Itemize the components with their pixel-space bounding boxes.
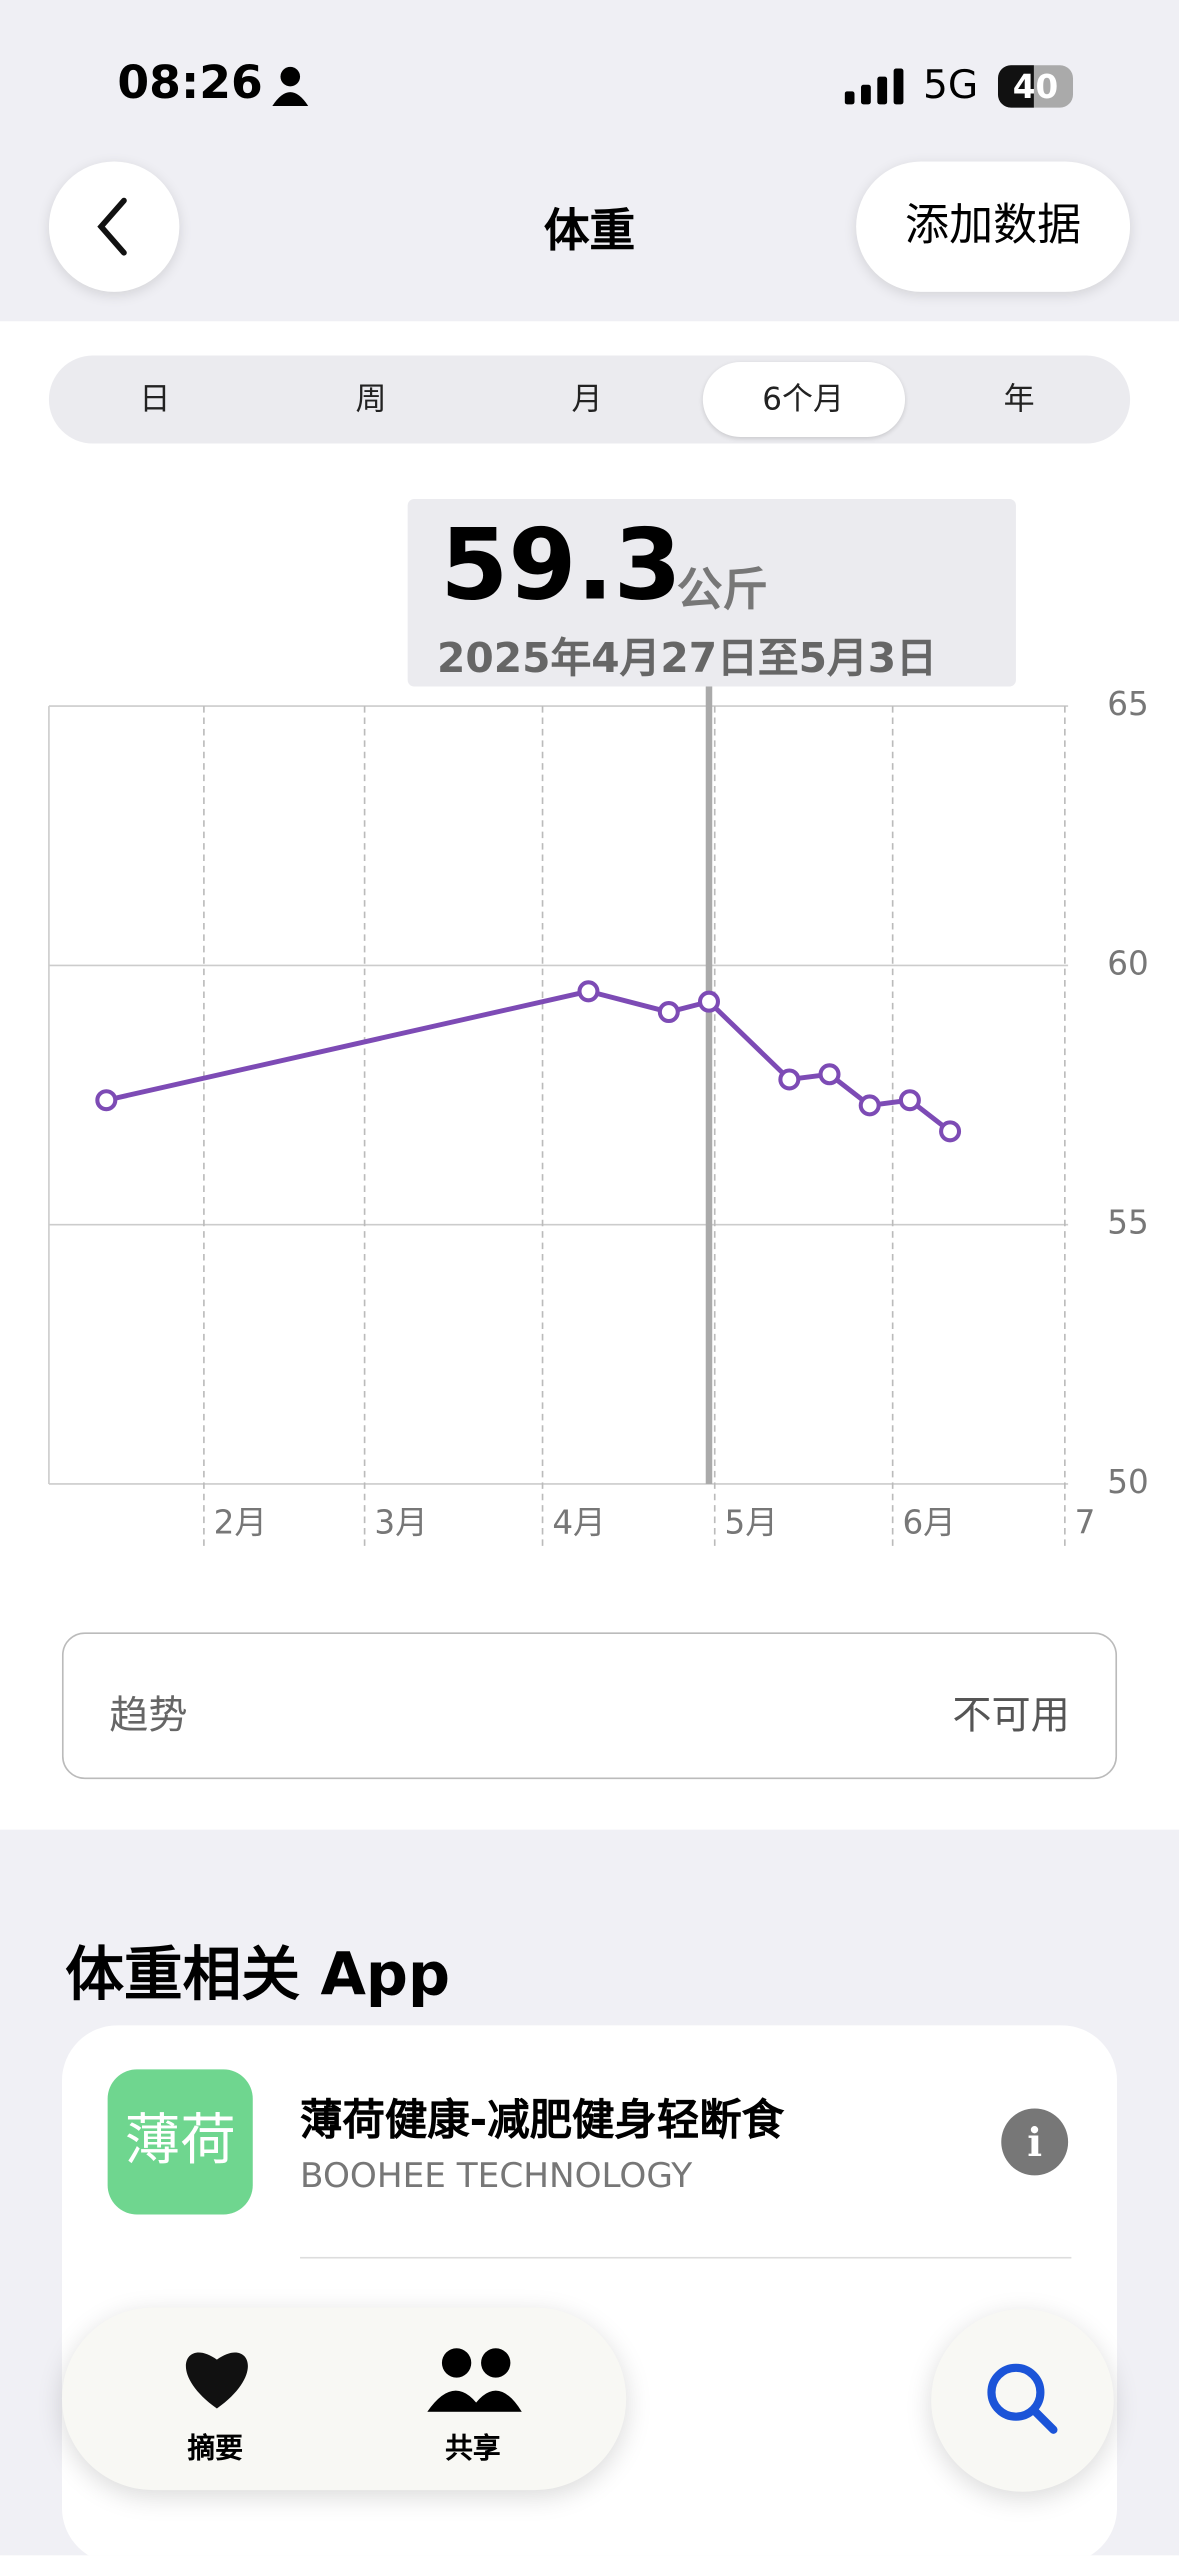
x-tick-label: 7 bbox=[1075, 1504, 1096, 1542]
back-icon bbox=[97, 197, 127, 256]
back-button[interactable] bbox=[48, 161, 180, 292]
y-tick-label: 65 bbox=[1107, 685, 1149, 723]
x-tick-label: 6月 bbox=[902, 1504, 955, 1542]
battery: 40 bbox=[997, 65, 1074, 108]
person-icon bbox=[272, 66, 309, 106]
segment-tab[interactable]: 周 bbox=[355, 381, 387, 418]
tab-bar: 摘要 共享 bbox=[61, 2307, 627, 2491]
search-button[interactable] bbox=[931, 2309, 1114, 2492]
x-tick-label: 2月 bbox=[214, 1504, 267, 1542]
segment-tab[interactable]: 日 bbox=[139, 381, 171, 418]
add-data-button[interactable]: 添加数据 bbox=[856, 161, 1131, 292]
data-point bbox=[657, 1001, 680, 1024]
y-tick-label: 60 bbox=[1107, 944, 1149, 982]
app-name[interactable]: 薄荷健康-减肥健身轻断食 bbox=[300, 2097, 785, 2147]
data-point bbox=[697, 990, 720, 1013]
data-point bbox=[939, 1120, 962, 1143]
segment-tab[interactable]: 月 bbox=[571, 381, 603, 418]
data-point bbox=[95, 1089, 118, 1112]
battery-level: 40 bbox=[1012, 66, 1059, 106]
y-tick-label: 50 bbox=[1107, 1463, 1149, 1501]
signal-icon bbox=[844, 68, 904, 105]
data-point bbox=[577, 980, 600, 1003]
share-icon bbox=[427, 2348, 522, 2412]
x-tick-label: 4月 bbox=[552, 1504, 605, 1542]
tab-share[interactable]: 共享 bbox=[445, 2433, 501, 2466]
chart: 50 55 60 65 2月 3月 4月 5月 6月 7 bbox=[48, 685, 1149, 1546]
nav-title: 体重 bbox=[543, 203, 636, 258]
y-tick-label: 55 bbox=[1107, 1204, 1149, 1242]
tooltip-value: 59.3 bbox=[440, 508, 682, 623]
data-point bbox=[858, 1094, 881, 1117]
data-line bbox=[105, 988, 952, 1134]
tooltip-unit: 公斤 bbox=[676, 562, 769, 617]
data-point bbox=[818, 1063, 841, 1086]
app-icon[interactable]: 薄荷 bbox=[107, 2069, 253, 2215]
segment-control bbox=[48, 355, 1131, 444]
divider bbox=[300, 2256, 1072, 2259]
heart-icon bbox=[185, 2352, 248, 2409]
info-button[interactable]: i bbox=[1001, 2108, 1069, 2176]
data-point bbox=[898, 1089, 921, 1112]
x-tick-label: 3月 bbox=[374, 1504, 427, 1542]
app-developer: BOOHEE TECHNOLOGY bbox=[300, 2155, 693, 2195]
network: 5G bbox=[922, 61, 979, 108]
tab-summary[interactable]: 摘要 bbox=[187, 2433, 243, 2466]
tooltip-range: 2025年4月27日至5月3日 bbox=[437, 634, 937, 682]
segment-tab[interactable]: 年 bbox=[1003, 381, 1035, 418]
trend-value: 不可用 bbox=[952, 1692, 1070, 1739]
segment-tab[interactable]: 6个月 bbox=[702, 362, 905, 438]
search-icon bbox=[987, 2363, 1058, 2434]
apps-title: 体重相关 App bbox=[65, 1942, 450, 2010]
x-tick-label: 5月 bbox=[725, 1504, 778, 1542]
tooltip: 59.3 公斤 2025年4月27日至5月3日 bbox=[407, 498, 1016, 687]
data-point bbox=[778, 1068, 801, 1091]
status-time: 08:26 bbox=[117, 55, 263, 110]
trend-label: 趋势 bbox=[109, 1692, 188, 1739]
trend-card: 趋势 不可用 bbox=[61, 1632, 1118, 1780]
